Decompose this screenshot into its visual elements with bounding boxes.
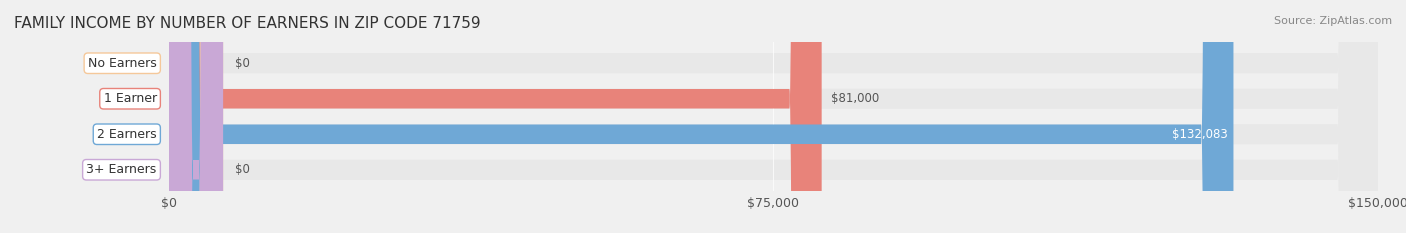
FancyBboxPatch shape <box>169 0 1233 233</box>
FancyBboxPatch shape <box>169 0 821 233</box>
FancyBboxPatch shape <box>169 0 224 233</box>
Text: Source: ZipAtlas.com: Source: ZipAtlas.com <box>1274 16 1392 26</box>
FancyBboxPatch shape <box>169 0 1378 233</box>
FancyBboxPatch shape <box>169 0 224 233</box>
FancyBboxPatch shape <box>169 0 1378 233</box>
Text: 3+ Earners: 3+ Earners <box>86 163 156 176</box>
Text: $0: $0 <box>235 57 250 70</box>
Text: 1 Earner: 1 Earner <box>104 92 156 105</box>
FancyBboxPatch shape <box>169 0 1378 233</box>
Text: $81,000: $81,000 <box>831 92 880 105</box>
Text: 2 Earners: 2 Earners <box>97 128 156 141</box>
Text: FAMILY INCOME BY NUMBER OF EARNERS IN ZIP CODE 71759: FAMILY INCOME BY NUMBER OF EARNERS IN ZI… <box>14 16 481 31</box>
Text: $0: $0 <box>235 163 250 176</box>
FancyBboxPatch shape <box>169 0 1378 233</box>
Text: No Earners: No Earners <box>89 57 156 70</box>
Text: $132,083: $132,083 <box>1171 128 1227 141</box>
